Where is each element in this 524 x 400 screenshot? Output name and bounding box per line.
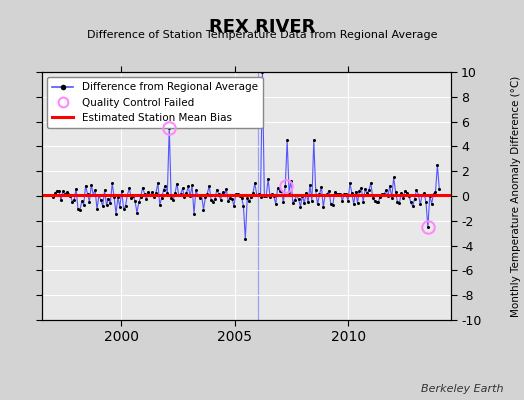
Text: Monthly Temperature Anomaly Difference (°C): Monthly Temperature Anomaly Difference (…: [511, 75, 521, 317]
Text: Difference of Station Temperature Data from Regional Average: Difference of Station Temperature Data f…: [87, 30, 437, 40]
Text: REX RIVER: REX RIVER: [209, 18, 315, 36]
Text: Berkeley Earth: Berkeley Earth: [421, 384, 503, 394]
